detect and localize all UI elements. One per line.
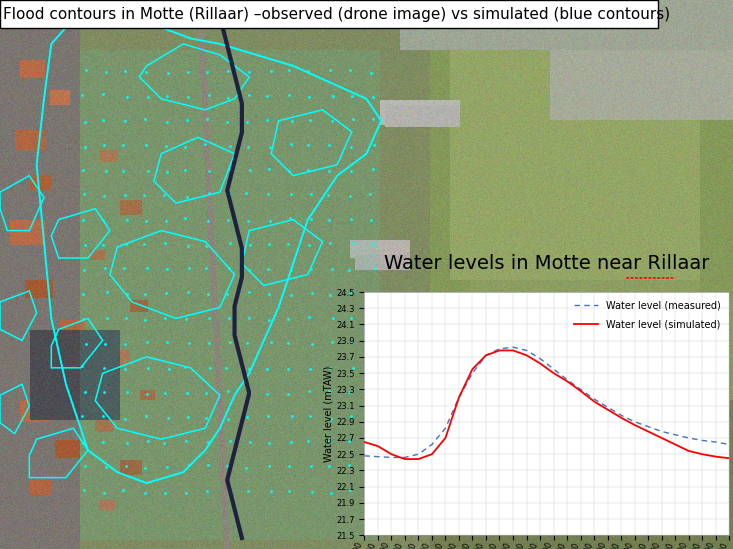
Water level (measured) [360,452,369,459]
Text: Water levels in Motte near Rillaar: Water levels in Motte near Rillaar [384,254,710,273]
Water level (simulated) [698,451,707,457]
Water level (measured) [482,352,490,358]
Water level (measured) [441,425,450,432]
Water level (simulated) [360,439,369,445]
Y-axis label: Water level (mTAW): Water level (mTAW) [323,366,334,462]
Water level (simulated) [590,398,599,405]
Water level (measured) [414,451,423,457]
Water level (simulated) [482,352,490,358]
Water level (measured) [658,428,666,435]
Water level (simulated) [414,456,423,462]
Water level (simulated) [644,428,652,435]
Water level (simulated) [387,451,396,457]
Water level (measured) [576,386,585,393]
Water level (simulated) [725,455,733,462]
Water level (simulated) [630,422,639,428]
Water level (simulated) [549,370,558,377]
Water level (measured) [522,347,531,354]
Water level (measured) [536,355,545,362]
Water level (measured) [698,437,707,444]
Legend: Water level (measured), Water level (simulated): Water level (measured), Water level (sim… [570,297,724,333]
Water level (simulated) [685,447,693,454]
Water level (measured) [644,423,652,430]
Water level (simulated) [563,378,572,384]
Water level (measured) [603,404,612,411]
Water level (simulated) [454,394,463,401]
Water level (simulated) [712,453,721,460]
Water level (simulated) [400,456,409,462]
Water level (measured) [590,396,599,402]
Line: Water level (measured): Water level (measured) [364,347,729,457]
Water level (measured) [454,394,463,401]
Water level (measured) [468,370,477,377]
Water level (simulated) [522,352,531,358]
Water level (simulated) [427,451,436,457]
Water level (measured) [712,439,721,445]
Water level (simulated) [468,366,477,372]
Water level (simulated) [603,406,612,413]
Water level (measured) [549,366,558,372]
Water level (simulated) [495,347,504,354]
Water level (simulated) [509,347,517,354]
Water level (simulated) [441,435,450,441]
Water level (measured) [671,432,679,438]
Water level (measured) [725,441,733,448]
Water level (measured) [387,454,396,461]
Water level (measured) [495,345,504,352]
Text: Flood contours in Motte (Rillaar) –observed (drone image) vs simulated (blue con: Flood contours in Motte (Rillaar) –obser… [3,7,670,21]
Water level (measured) [630,418,639,425]
Water level (simulated) [576,388,585,394]
Water level (measured) [427,441,436,448]
Water level (simulated) [658,435,666,441]
Water level (measured) [509,344,517,350]
Line: Water level (simulated): Water level (simulated) [364,350,729,459]
FancyBboxPatch shape [0,0,658,28]
Water level (simulated) [616,414,625,421]
Water level (measured) [563,376,572,383]
Water level (simulated) [373,443,382,450]
Water level (measured) [373,453,382,460]
Water level (simulated) [536,360,545,367]
Water level (measured) [616,412,625,418]
Water level (measured) [685,435,693,441]
Water level (simulated) [671,441,679,448]
Water level (measured) [400,454,409,461]
